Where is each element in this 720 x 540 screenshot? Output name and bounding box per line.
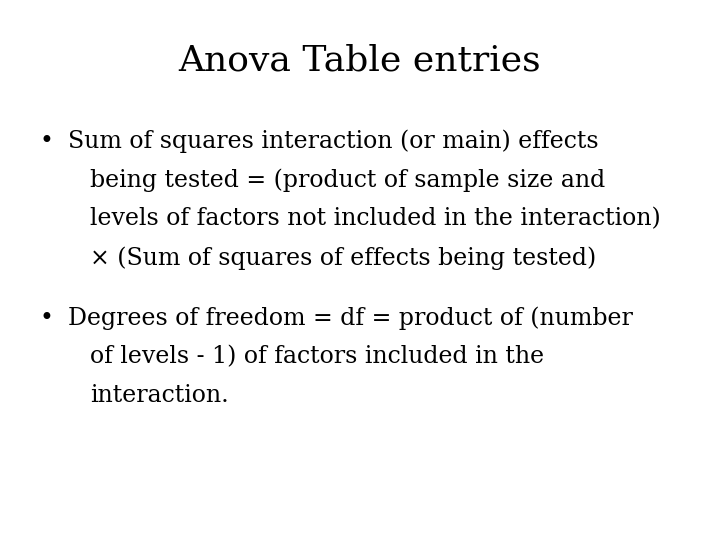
Text: •: •: [40, 130, 53, 153]
Text: of levels - 1) of factors included in the: of levels - 1) of factors included in th…: [90, 346, 544, 369]
Text: being tested = (product of sample size and: being tested = (product of sample size a…: [90, 168, 606, 192]
Text: × (Sum of squares of effects being tested): × (Sum of squares of effects being teste…: [90, 246, 596, 270]
Text: •: •: [40, 307, 53, 330]
Text: interaction.: interaction.: [90, 384, 229, 408]
Text: Sum of squares interaction (or main) effects: Sum of squares interaction (or main) eff…: [68, 130, 599, 153]
Text: levels of factors not included in the interaction): levels of factors not included in the in…: [90, 207, 661, 231]
Text: Anova Table entries: Anova Table entries: [179, 43, 541, 77]
Text: Degrees of freedom = df = product of (number: Degrees of freedom = df = product of (nu…: [68, 307, 634, 330]
